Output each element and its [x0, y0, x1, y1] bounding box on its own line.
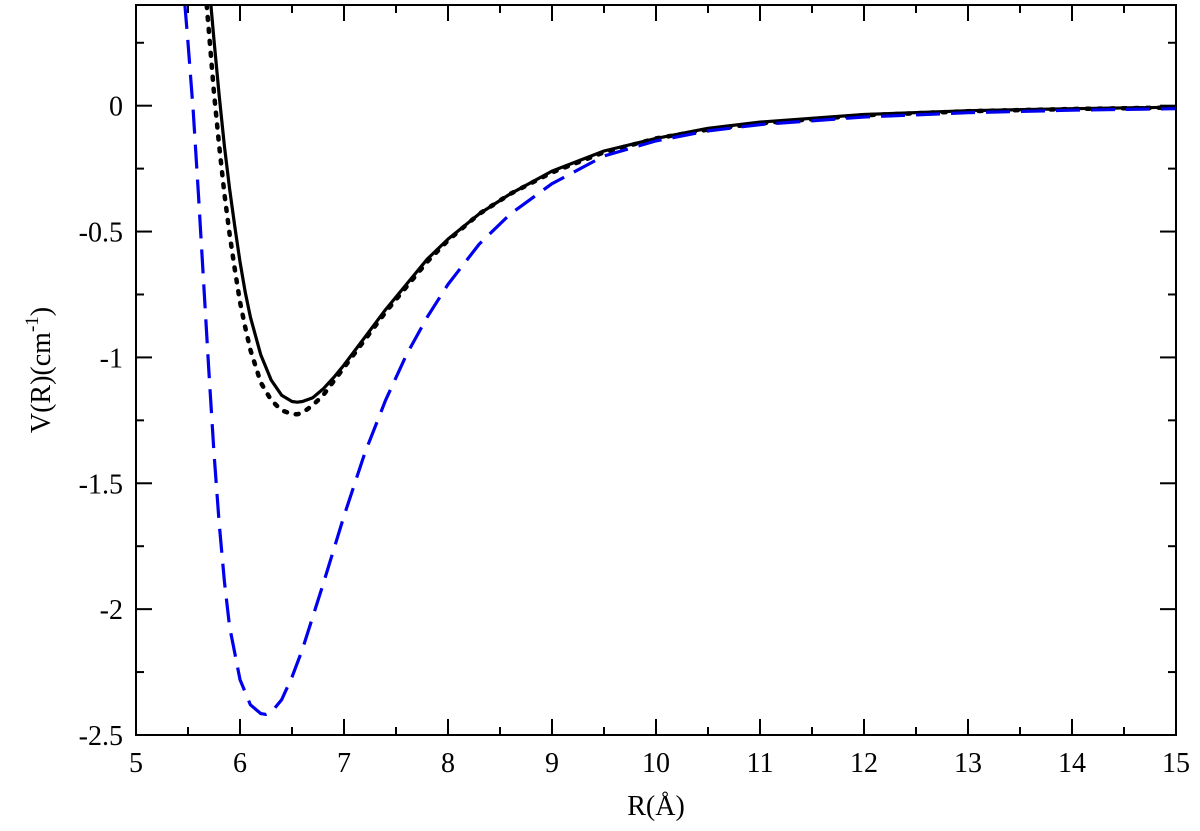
x-tick-label: 10: [642, 748, 670, 779]
y-tick-label: -2: [100, 595, 123, 626]
x-tick-label: 11: [747, 748, 774, 779]
y-tick-labels: -2.5 -2 -1.5 -1 -0.5 0: [79, 92, 123, 752]
y-tick-label: -2.5: [79, 721, 123, 752]
x-tick-label: 14: [1058, 748, 1086, 779]
series-layer: [183, 5, 1176, 716]
x-tick-labels: 5 6 7 8 9 10 11 12 13 14 15: [129, 748, 1190, 779]
y-axis-title-superscript: -1: [22, 316, 43, 332]
x-tick-label: 15: [1162, 748, 1190, 779]
x-tick-label: 8: [441, 748, 455, 779]
x-tick-label: 5: [129, 748, 143, 779]
x-tick-label: 7: [337, 748, 351, 779]
x-tick-label: 6: [233, 748, 247, 779]
y-tick-label: 0: [109, 92, 123, 123]
x-tick-label: 9: [545, 748, 559, 779]
series-line-solid: [209, 5, 1176, 404]
y-tick-label: -0.5: [79, 218, 123, 249]
y-axis-title: V(R)(cm-1): [22, 307, 57, 433]
x-axis-title: R(Å): [627, 791, 685, 822]
x-tick-label: 12: [850, 748, 878, 779]
y-axis-title-close: ): [26, 307, 57, 316]
series-line-dashed: [183, 5, 1176, 716]
y-tick-label: -1: [100, 343, 123, 374]
y-axis-title-main: V(R)(cm: [26, 332, 57, 433]
x-tick-label: 13: [954, 748, 982, 779]
y-tick-label: -1.5: [79, 469, 123, 500]
plot-frame: [135, 4, 1177, 736]
